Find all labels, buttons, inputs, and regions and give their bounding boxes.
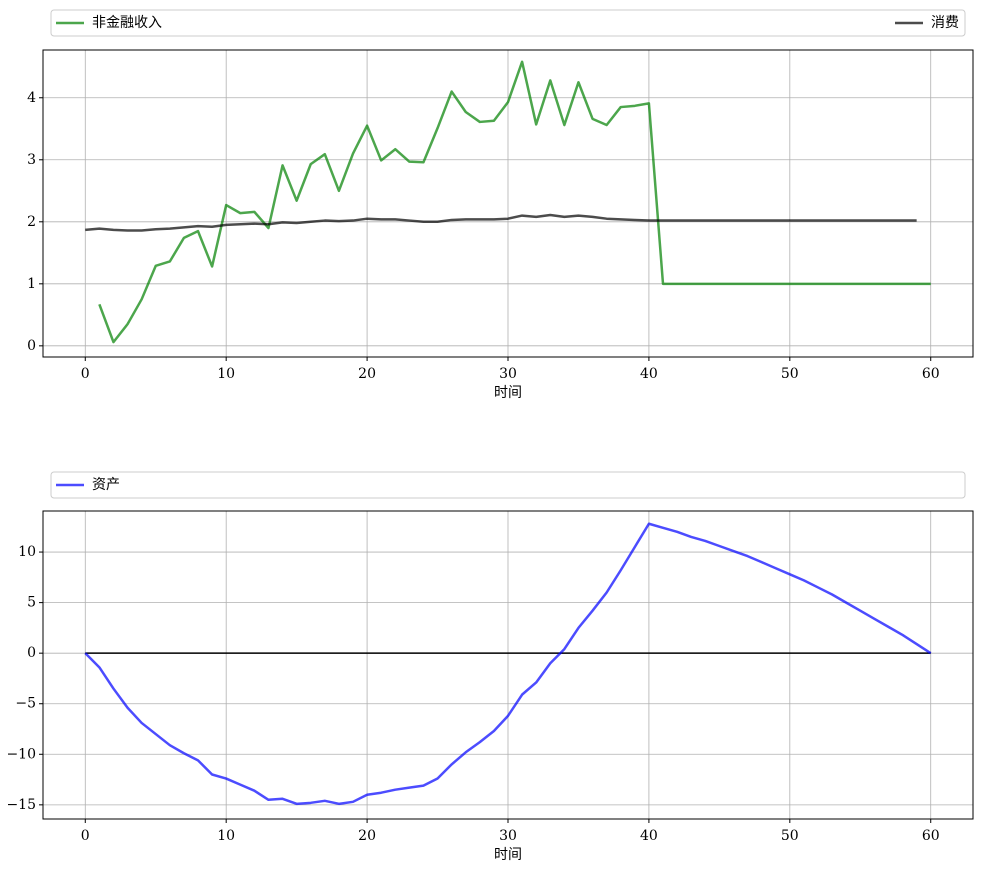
x-tick-label: 40	[640, 828, 658, 844]
plot-frame	[42, 510, 974, 820]
data-line	[98, 60, 931, 344]
x-tick-label: 40	[640, 366, 658, 382]
x-tick-label: 30	[499, 366, 517, 382]
x-tick-label: 10	[217, 366, 235, 382]
legend-box	[50, 471, 966, 499]
x-axis-label: 时间	[494, 385, 522, 401]
y-tick-label: 1	[27, 276, 36, 292]
x-tick-label: 0	[81, 366, 90, 382]
y-tick-label: 3	[27, 152, 36, 168]
y-tick-label: −10	[6, 746, 36, 762]
y-tick-label: −15	[6, 797, 36, 813]
y-tick-label: 5	[27, 595, 36, 611]
legend-label: 资产	[92, 477, 120, 493]
x-tick-label: 20	[358, 828, 376, 844]
legend-label: 非金融收入	[92, 15, 162, 31]
y-tick-label: 4	[27, 90, 36, 106]
x-tick-label: 50	[781, 828, 799, 844]
data-line	[85, 213, 917, 232]
x-tick-label: 0	[81, 828, 90, 844]
x-tick-label: 60	[922, 366, 940, 382]
y-tick-label: −5	[15, 696, 36, 712]
y-tick-label: 0	[27, 338, 36, 354]
x-tick-label: 10	[217, 828, 235, 844]
x-tick-label: 20	[358, 366, 376, 382]
x-tick-label: 60	[922, 828, 940, 844]
y-tick-label: 0	[27, 645, 36, 661]
data-line	[84, 522, 932, 806]
y-tick-label: 2	[27, 214, 36, 230]
x-axis-label: 时间	[494, 847, 522, 863]
legend-box	[50, 9, 966, 37]
x-tick-label: 50	[781, 366, 799, 382]
y-tick-label: 10	[18, 544, 36, 560]
x-tick-label: 30	[499, 828, 517, 844]
legend-label: 消费	[931, 15, 959, 31]
plot-frame	[42, 49, 974, 358]
